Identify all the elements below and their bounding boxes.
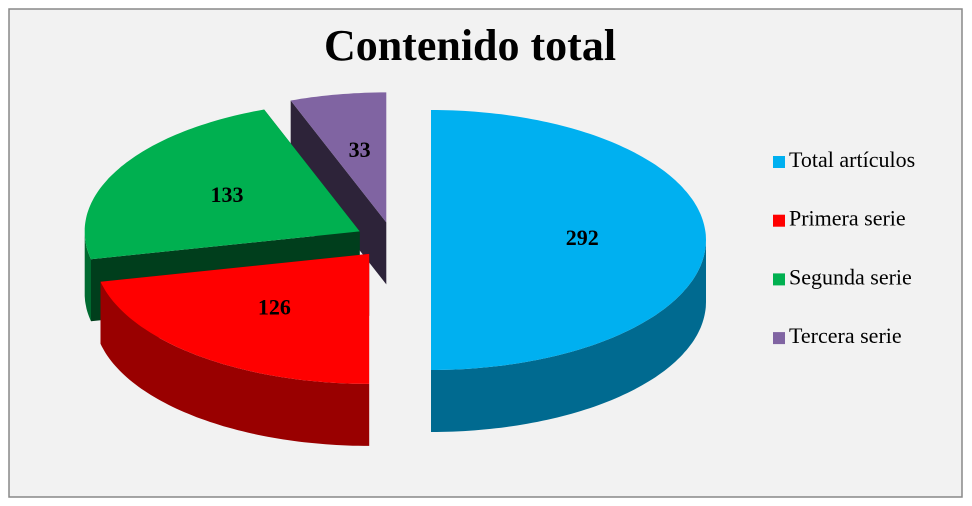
slice-side <box>431 240 706 432</box>
slice <box>290 92 387 223</box>
legend-label: Total artículos <box>789 147 915 172</box>
legend-swatch <box>773 156 785 168</box>
slice-side <box>290 100 387 285</box>
data-label: 126 <box>258 295 291 320</box>
chart-title: Contenido total <box>324 21 616 70</box>
data-label: 33 <box>349 137 371 162</box>
legend-swatch <box>773 214 785 227</box>
slice <box>84 109 360 260</box>
legend-swatch <box>773 332 785 345</box>
slice-side <box>100 281 370 446</box>
slice <box>100 253 370 384</box>
legend-label: Tercera serie <box>789 323 902 348</box>
legend-swatch <box>773 273 785 286</box>
data-label: 133 <box>210 182 243 207</box>
data-label: 292 <box>566 225 599 250</box>
legend-label: Segunda serie <box>789 264 912 289</box>
legend-label: Primera serie <box>789 206 906 231</box>
slice-side <box>84 231 91 322</box>
slice <box>431 110 706 370</box>
